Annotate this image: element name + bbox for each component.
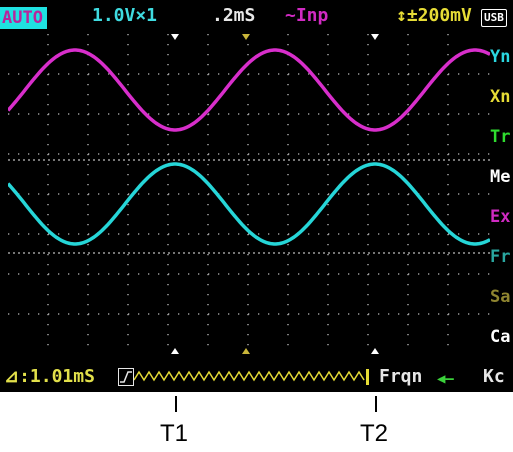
usb-icon: USB bbox=[481, 9, 507, 27]
channel-b-trace bbox=[8, 162, 490, 246]
cursor-t1-label: T1 bbox=[160, 420, 189, 447]
buffer-overview-wave bbox=[134, 369, 369, 385]
trigger-level[interactable]: ↕±200mV bbox=[396, 5, 472, 26]
cursor-t2-label: T2 bbox=[360, 420, 389, 447]
measurement-selector[interactable]: Frqn bbox=[379, 366, 423, 387]
cursor-t1-top-marker bbox=[171, 34, 179, 40]
measurement-bar: ⊿:1.01mS Frqn ◀— Kc bbox=[0, 362, 513, 392]
menu-item-fr[interactable]: Fr bbox=[490, 247, 511, 267]
menu-item-sa[interactable]: Sa bbox=[490, 287, 511, 307]
mode-indicator[interactable]: AUTO bbox=[0, 7, 47, 29]
cursor-t2-bottom-marker bbox=[371, 348, 379, 354]
delta-time-readout: ⊿:1.01mS bbox=[4, 366, 95, 387]
menu-item-xn[interactable]: Xn bbox=[490, 87, 511, 107]
channel-a-trace bbox=[8, 48, 490, 132]
oscilloscope-screen: AUTO 1.0V×1 .2mS ~Inp ↕±200mV USB Yn Xn Tr… bbox=[0, 0, 513, 392]
menu-item-me[interactable]: Me bbox=[490, 167, 511, 187]
grid bbox=[8, 34, 490, 354]
menu-item-ca[interactable]: Ca bbox=[490, 327, 511, 347]
cursor-t1-bottom-marker bbox=[171, 348, 179, 354]
waveform-plot bbox=[8, 34, 490, 354]
cursor-t2-top-marker bbox=[371, 34, 379, 40]
menu-item-ex[interactable]: Ex bbox=[490, 207, 511, 227]
volts-per-div[interactable]: 1.0V×1 bbox=[92, 5, 158, 26]
cursor-t2-tick bbox=[375, 396, 377, 412]
trigger-position-bottom-marker bbox=[242, 348, 250, 354]
time-per-div[interactable]: .2mS bbox=[212, 5, 256, 26]
input-coupling[interactable]: ~Inp bbox=[285, 5, 329, 26]
trigger-position-marker bbox=[242, 34, 250, 40]
measurement-unit: Kc bbox=[483, 366, 505, 387]
cursor-markers bbox=[171, 34, 379, 354]
left-arrow-icon[interactable]: ◀— bbox=[437, 371, 454, 387]
trigger-edge-icon bbox=[118, 368, 134, 386]
status-bar: AUTO 1.0V×1 .2mS ~Inp ↕±200mV USB bbox=[0, 0, 513, 34]
menu-item-yn[interactable]: Yn bbox=[490, 47, 511, 67]
buffer-end-marker bbox=[366, 369, 369, 385]
cursor-t1-tick bbox=[175, 396, 177, 412]
buffer-zigzag bbox=[134, 370, 365, 382]
menu-item-tr[interactable]: Tr bbox=[490, 127, 511, 147]
side-menu: Yn Xn Tr Me Ex Fr Sa Ca bbox=[490, 34, 513, 354]
